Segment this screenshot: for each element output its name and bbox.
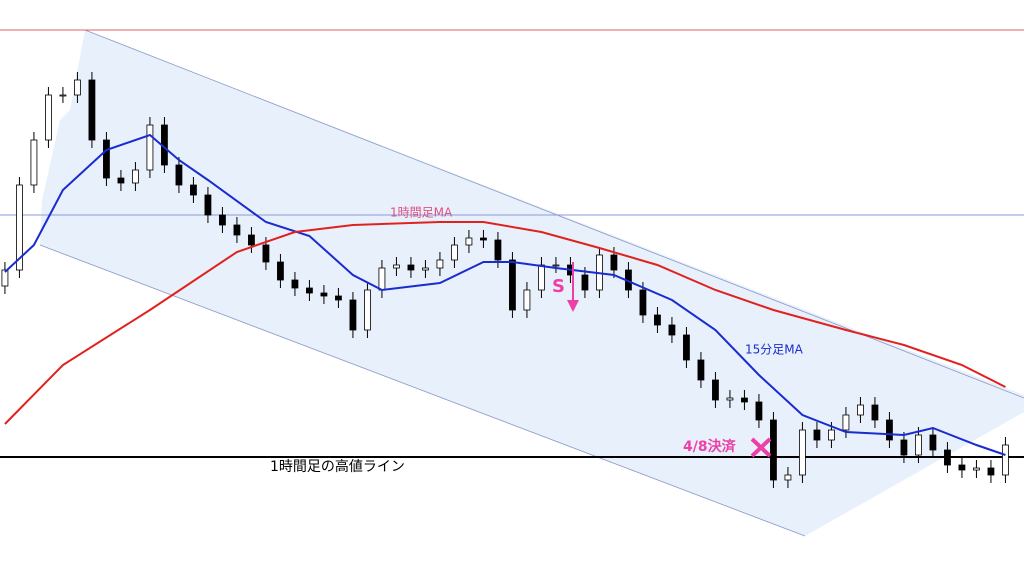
candle-body [465, 237, 473, 246]
markers [567, 262, 772, 458]
candle-body [190, 184, 197, 196]
moving-averages [4, 133, 1006, 456]
candle-body [320, 292, 328, 297]
annotation: S [552, 276, 565, 297]
candle-body [233, 224, 241, 236]
close-mark [750, 437, 772, 458]
sell-arrow-head [567, 300, 579, 312]
candle-body [59, 94, 67, 97]
candle-body [349, 299, 357, 331]
candle-body [581, 274, 589, 291]
candle-body [74, 79, 81, 96]
candle-body [799, 429, 806, 476]
candle-body [755, 401, 763, 421]
candle-body [277, 261, 284, 281]
candle-body [712, 379, 719, 401]
candle-body [393, 264, 400, 269]
candle-body [654, 314, 661, 326]
candles [1, 72, 1009, 488]
candle-body [509, 259, 516, 311]
candle-body [987, 467, 995, 476]
candle-body [538, 264, 545, 291]
channel-upper [84, 29, 1024, 399]
candle-body [1, 269, 9, 287]
candle-body [378, 267, 386, 291]
candle-body [16, 184, 23, 271]
ma-label: 1時間足MA [390, 206, 453, 220]
candle-body [132, 169, 139, 184]
ma-label: 15分足MA [745, 343, 804, 357]
candle-body [857, 404, 864, 416]
candle-body [364, 289, 371, 331]
candle-body [929, 434, 937, 451]
candle-body [944, 449, 951, 466]
candle-body [886, 419, 893, 441]
candle-body [480, 237, 487, 241]
candle-body [741, 397, 748, 403]
candle-body [103, 139, 110, 179]
channel-lower [39, 244, 806, 537]
candle-body [407, 264, 415, 271]
labels: 15分足MA 1時間足MA 1時間足の高値ライン S 4/8決済 [270, 206, 804, 476]
ma-line [4, 221, 1006, 425]
candle-body [828, 429, 835, 441]
candle-body [335, 295, 342, 301]
candle-body [958, 464, 966, 471]
candle-body [146, 124, 154, 171]
candle-body [784, 474, 792, 481]
candle-body [552, 264, 560, 267]
candle-body [842, 414, 850, 431]
candle-body [117, 177, 125, 184]
candle-body [175, 164, 183, 186]
candle-body [683, 334, 690, 361]
candle-body [291, 279, 299, 289]
candle-body [639, 289, 647, 316]
annotation: 1時間足の高値ライン [270, 458, 405, 475]
candle-body [248, 234, 255, 246]
candle-body [915, 434, 922, 456]
candle-body [204, 194, 212, 216]
horizontal-lines [0, 29, 1024, 458]
candle-body [770, 419, 777, 481]
candle-body [422, 267, 429, 271]
candle-body [30, 139, 38, 186]
candle-body [494, 239, 502, 261]
candle-body [697, 359, 705, 381]
candle-body [88, 79, 96, 141]
candle-body [523, 289, 531, 311]
candle-body [306, 287, 313, 294]
channel [39, 29, 1024, 537]
candle-body [451, 244, 458, 261]
channel-fill [40, 30, 1024, 536]
candle-body [1002, 444, 1009, 476]
candle-body [45, 94, 52, 141]
candle-body [668, 324, 676, 336]
candle-body [973, 467, 980, 471]
annotation: 4/8決済 [683, 438, 737, 455]
candle-body [900, 439, 908, 456]
candle-body [726, 397, 734, 401]
candle-body [610, 254, 618, 271]
ma-line [4, 133, 1006, 456]
candle-body [813, 429, 821, 441]
candle-body [871, 404, 879, 421]
candle-body [219, 214, 226, 226]
candle-body [436, 259, 444, 269]
candle-body [262, 244, 270, 263]
